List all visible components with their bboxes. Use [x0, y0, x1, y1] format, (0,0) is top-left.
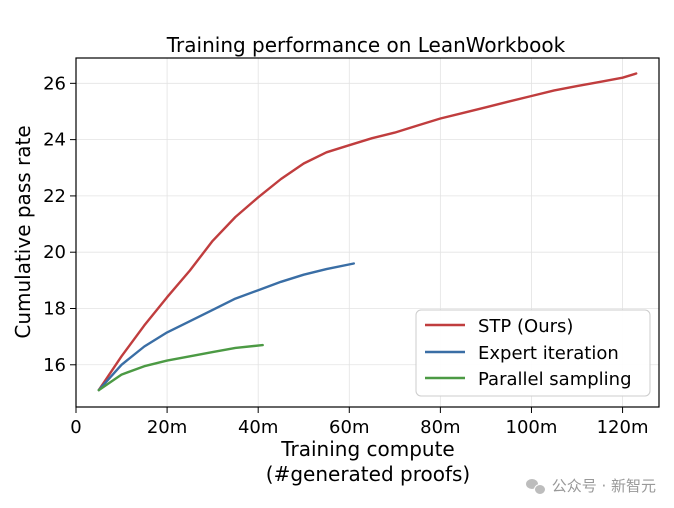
y-tick-label: 20: [43, 242, 66, 263]
watermark: 公众号 · 新智元: [525, 475, 656, 496]
series-line-parallel-sampling: [97, 343, 264, 392]
x-tick-label: 0: [70, 417, 81, 438]
grid-lines: [75, 58, 659, 407]
watermark-text: 公众号 · 新智元: [551, 477, 656, 495]
x-tick-label: 60m: [329, 417, 369, 438]
y-tick-label: 24: [43, 130, 66, 151]
y-axis: 16 18 20 22 24 26: [43, 73, 76, 376]
series-line-expert-iteration: [97, 262, 355, 392]
legend-label-expert-iteration: Expert iteration: [478, 343, 619, 364]
x-tick-label: 20m: [147, 417, 187, 438]
y-tick-label: 16: [43, 355, 66, 376]
plot-frame: [75, 57, 660, 408]
y-axis-label: Cumulative pass rate: [11, 125, 35, 338]
x-tick-label: 120m: [597, 417, 649, 438]
chart-title: Training performance on LeanWorkbook: [166, 33, 566, 57]
x-tick-label: 80m: [420, 417, 460, 438]
x-axis: 0 20m 40m 60m 80m 100m 120m: [70, 407, 649, 438]
x-tick-label: 100m: [506, 417, 558, 438]
legend-label-stp: STP (Ours): [478, 316, 573, 337]
legend: STP (Ours) Expert iteration Parallel sam…: [415, 309, 651, 397]
y-tick-label: 18: [43, 298, 66, 319]
x-tick-label: 40m: [238, 417, 278, 438]
y-tick-label: 26: [43, 73, 66, 94]
x-axis-label-line-2: (#generated proofs): [266, 462, 470, 486]
wechat-icon: [525, 478, 546, 495]
x-axis-label: Training compute: [280, 437, 455, 461]
y-tick-label: 22: [43, 186, 66, 207]
legend-label-parallel-sampling: Parallel sampling: [478, 369, 632, 390]
series-lines: [97, 72, 638, 392]
series-line-stp-ours: [97, 72, 638, 392]
legend-box: [415, 309, 651, 397]
